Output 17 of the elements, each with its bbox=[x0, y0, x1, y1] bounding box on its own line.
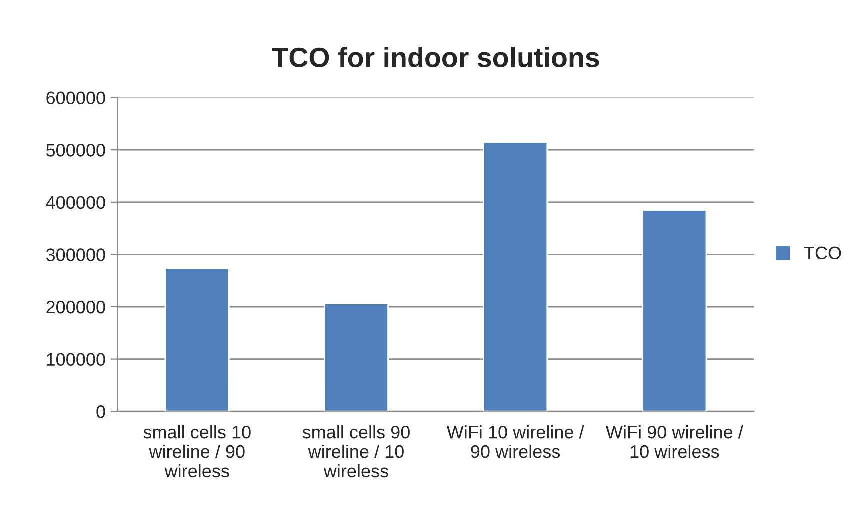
y-tick-label: 500000 bbox=[46, 144, 106, 157]
y-tick-label: 400000 bbox=[46, 196, 106, 210]
y-tick-label: 100000 bbox=[47, 353, 106, 366]
bar bbox=[483, 142, 548, 412]
bar bbox=[164, 268, 230, 412]
y-tick-label: 600000 bbox=[46, 92, 106, 105]
bar bbox=[642, 210, 708, 412]
y-tick-label: 300000 bbox=[46, 248, 106, 262]
bar bbox=[324, 303, 389, 412]
x-tick-label: WiFi 10 wireline / 90 wireless bbox=[446, 425, 584, 458]
y-tick-label: 200000 bbox=[46, 300, 106, 314]
x-tick-label: small cells 90 wireline / 10 wireless bbox=[302, 425, 410, 478]
y-tick-label: 0 bbox=[96, 406, 106, 418]
legend-label: TCO bbox=[804, 246, 842, 260]
x-tick-label: small cells 10 wireline / 90 wireless bbox=[144, 425, 251, 478]
x-tick-label: WiFi 90 wireline / 10 wireless bbox=[606, 425, 744, 458]
chart-title: TCO for indoor solutions bbox=[272, 47, 600, 68]
